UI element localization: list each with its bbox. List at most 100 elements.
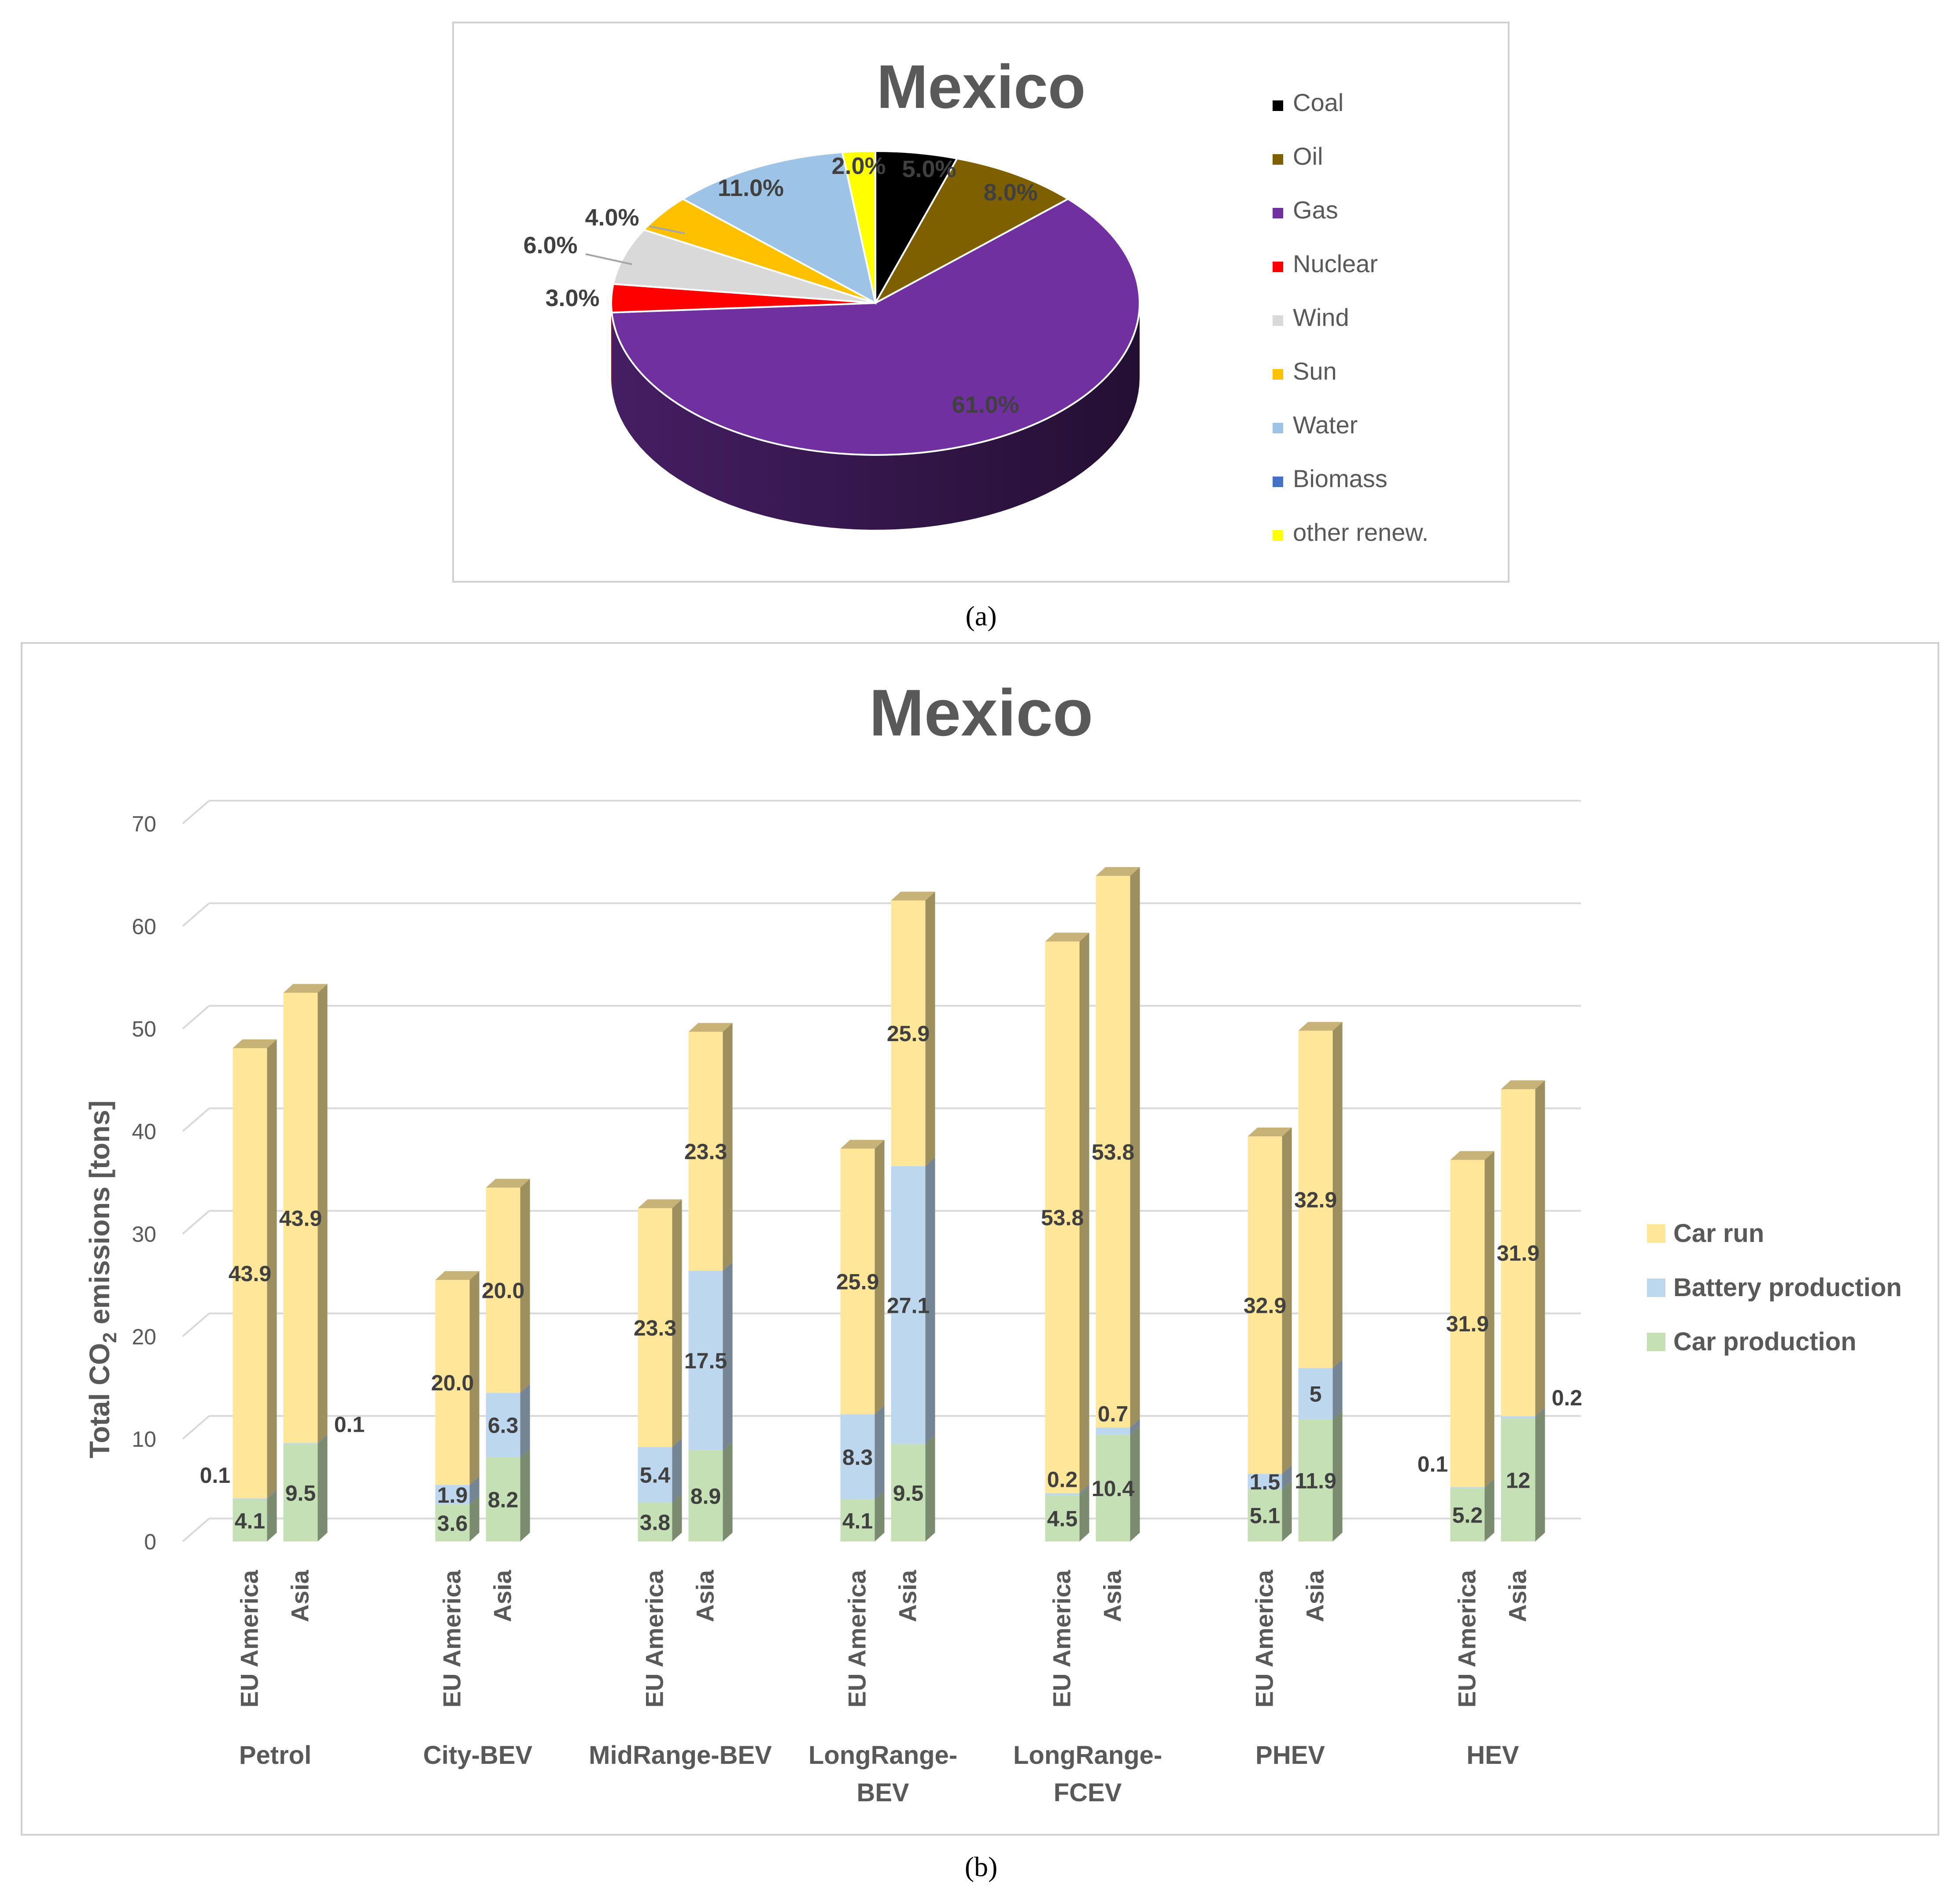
x-category-label: EU America bbox=[1453, 1570, 1481, 1707]
pie-legend-label: Sun bbox=[1293, 357, 1337, 385]
bar-segment-car-production bbox=[1450, 1488, 1485, 1541]
bar-data-label: 32.9 bbox=[1294, 1187, 1337, 1212]
y-tick-label: 30 bbox=[132, 1222, 156, 1246]
bar-segment-car-production bbox=[1298, 1419, 1333, 1541]
bar-legend-label: Battery production bbox=[1673, 1273, 1902, 1302]
bar-data-label: 32.9 bbox=[1244, 1293, 1286, 1318]
pie-legend-label: Coal bbox=[1293, 89, 1344, 116]
bar-segment-battery-production bbox=[840, 1414, 875, 1500]
bar-side-battery-production bbox=[1130, 1419, 1140, 1435]
bar-side-car-production bbox=[723, 1441, 733, 1541]
bar-data-label: 1.5 bbox=[1250, 1470, 1281, 1494]
pie-leader-line bbox=[649, 225, 685, 234]
y-gridline-depth bbox=[182, 1108, 210, 1132]
pie-slice-side-nuclear bbox=[611, 303, 612, 388]
bar-data-label: 0.1 bbox=[1417, 1452, 1448, 1477]
bar-side-car-run bbox=[1333, 1022, 1343, 1368]
bar-segment-car-run bbox=[1045, 941, 1080, 1493]
bar-segment-car-production bbox=[1501, 1418, 1536, 1541]
bar-data-label: 6.3 bbox=[488, 1413, 519, 1438]
bar-segment-car-production bbox=[435, 1504, 470, 1541]
bar-side-battery-production bbox=[1333, 1359, 1343, 1419]
pie-value-label: 11.0% bbox=[718, 175, 784, 201]
y-tick-label: 60 bbox=[132, 914, 156, 939]
bar-segment-battery-production bbox=[1450, 1487, 1485, 1488]
bar-segment-car-production bbox=[840, 1499, 875, 1541]
bar-side-car-run bbox=[875, 1140, 885, 1415]
x-group-label: PHEV bbox=[1255, 1741, 1325, 1770]
bar-data-label: 53.8 bbox=[1092, 1140, 1134, 1164]
bar-side-car-run bbox=[723, 1023, 733, 1271]
x-category-label: EU America bbox=[641, 1570, 668, 1707]
bar-side-car-run bbox=[1079, 932, 1089, 1493]
pie-value-label: 8.0% bbox=[983, 179, 1037, 206]
bar-side-car-production bbox=[875, 1490, 885, 1541]
bar-top-face bbox=[1501, 1080, 1545, 1090]
bar-chart-title: Mexico bbox=[869, 676, 1093, 750]
pie-slice-wind bbox=[612, 229, 876, 304]
bar-data-label: 5.2 bbox=[1452, 1503, 1483, 1527]
pie-legend-label: Nuclear bbox=[1293, 250, 1378, 277]
pie-value-label: 3.0% bbox=[545, 285, 599, 311]
bar-side-car-production bbox=[1130, 1426, 1140, 1541]
bar-data-label: 0.2 bbox=[1047, 1467, 1078, 1492]
x-category-label: Asia bbox=[691, 1570, 719, 1622]
pie-legend-swatch bbox=[1273, 530, 1283, 541]
y-tick-label: 70 bbox=[132, 812, 156, 836]
bar-segment-battery-production bbox=[1248, 1474, 1282, 1489]
bar-segment-car-run bbox=[638, 1208, 672, 1447]
bar-side-car-run bbox=[672, 1199, 682, 1447]
pie-legend-swatch bbox=[1273, 477, 1283, 487]
bar-chart-frame bbox=[21, 642, 1939, 1836]
bar-top-face bbox=[840, 1140, 885, 1149]
pie-slices bbox=[610, 150, 1141, 530]
pie-chart-panel: Mexico 5.0% 8.0% 61.0% 3.0% 6.0% 4.0% 11.0% 2.0… bbox=[452, 22, 1510, 583]
bar-segment-battery-production bbox=[1096, 1427, 1130, 1435]
bar-side-car-production bbox=[1079, 1486, 1089, 1541]
bar-top-face bbox=[638, 1199, 682, 1208]
bar-segment-battery-production bbox=[1298, 1368, 1333, 1419]
bar-segment-car-production bbox=[233, 1499, 267, 1541]
bar-side-battery-production bbox=[1079, 1484, 1089, 1496]
bar-side-car-production bbox=[520, 1449, 530, 1541]
x-group-label: BEV bbox=[856, 1778, 909, 1807]
bar-side-car-production bbox=[267, 1490, 277, 1541]
pie-slice-coal bbox=[875, 150, 959, 307]
bar-data-label: 20.0 bbox=[482, 1279, 524, 1303]
bar-segment-car-production bbox=[891, 1444, 926, 1541]
pie-legend-label: Biomass bbox=[1293, 465, 1388, 492]
y-tick-labels: 0 10 20 30 40 50 60 70 bbox=[132, 812, 156, 1554]
bar-segment-car-run bbox=[283, 993, 318, 1443]
bar-data-label: 5.1 bbox=[1250, 1504, 1281, 1528]
pie-value-label: 2.0% bbox=[831, 153, 886, 179]
y-tick-label: 10 bbox=[132, 1427, 156, 1452]
bar-top-face bbox=[283, 984, 328, 993]
x-group-label: HEV bbox=[1466, 1741, 1519, 1770]
y-tick-label: 50 bbox=[132, 1017, 156, 1042]
bar-data-label: 31.9 bbox=[1497, 1241, 1539, 1266]
bar-segment-car-run bbox=[891, 900, 926, 1166]
bar-segment-battery-production bbox=[638, 1447, 672, 1503]
bar-chart-panel: Mexico 0 10 20 30 40 50 60 70 Total CO2 emissio… bbox=[21, 642, 1939, 1836]
bar-segment-car-run bbox=[435, 1280, 470, 1485]
pie-value-labels: 5.0% 8.0% 61.0% 3.0% 6.0% 4.0% 11.0% 2.0% bbox=[523, 153, 1037, 418]
bar-side-car-production bbox=[1333, 1410, 1343, 1541]
y-gridline-depth bbox=[182, 1005, 210, 1030]
pie-slice-water bbox=[681, 151, 877, 305]
y-gridline-depth bbox=[182, 1210, 210, 1234]
bar-data-label: 23.3 bbox=[634, 1316, 676, 1340]
bar-segment-battery-production bbox=[891, 1166, 926, 1444]
pie-value-label: 61.0% bbox=[952, 392, 1019, 418]
bar-segment-car-production bbox=[283, 1444, 318, 1541]
bar-top-face bbox=[1045, 932, 1089, 942]
bar-segment-car-production bbox=[1248, 1489, 1282, 1541]
pie-slice-oil bbox=[873, 157, 1070, 306]
pie-legend-label: Water bbox=[1293, 411, 1358, 439]
bar-side-car-run bbox=[469, 1271, 480, 1485]
x-category-labels: EU America Asia EU America Asia EU America As… bbox=[236, 1570, 1532, 1707]
pie-legend-swatch bbox=[1273, 423, 1283, 433]
bar-top-face bbox=[891, 891, 935, 901]
bar-data-label: 4.1 bbox=[235, 1508, 266, 1533]
caption-b: (b) bbox=[965, 1851, 998, 1882]
